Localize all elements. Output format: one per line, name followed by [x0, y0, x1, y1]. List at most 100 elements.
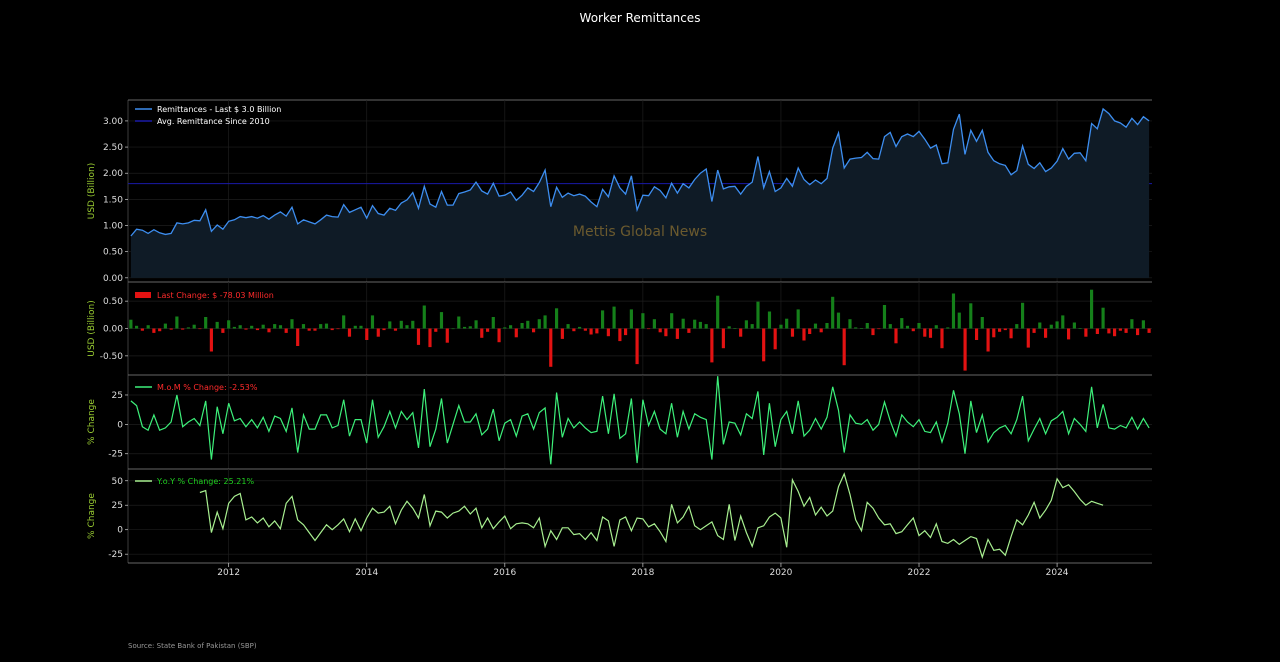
y-tick-label: 25	[112, 391, 123, 401]
change-bar	[923, 328, 927, 337]
change-bar	[612, 306, 616, 329]
change-bar	[468, 326, 472, 329]
change-bar	[353, 325, 357, 329]
x-tick-label: 2020	[769, 568, 792, 578]
change-bar	[739, 328, 743, 337]
change-bar	[940, 328, 944, 349]
change-bar	[250, 325, 254, 329]
legend-label-last-change: Last Change: $ -78.03 Million	[157, 291, 274, 300]
change-bar	[399, 320, 403, 329]
change-bar	[152, 328, 156, 333]
change-bar	[704, 324, 708, 329]
change-bar	[1032, 328, 1036, 333]
change-bar	[934, 325, 938, 329]
change-bar	[1015, 324, 1019, 329]
x-tick-label: 2012	[217, 568, 240, 578]
change-bar	[1130, 319, 1134, 329]
change-bar	[750, 324, 754, 329]
change-bar	[1095, 328, 1099, 334]
change-bar	[382, 328, 386, 331]
change-bar	[900, 318, 904, 329]
y-tick-label: 2.50	[103, 143, 123, 153]
change-bar	[163, 323, 167, 329]
change-bar	[296, 328, 300, 346]
change-bar	[509, 325, 513, 329]
change-bar	[957, 312, 961, 329]
change-bar	[1044, 328, 1048, 338]
change-bar	[261, 324, 265, 329]
y-tick-label: 0	[117, 526, 123, 536]
change-bar	[411, 320, 415, 329]
change-bar	[336, 328, 340, 330]
x-tick-label: 2018	[631, 568, 654, 578]
change-bar	[618, 328, 622, 342]
change-bar	[255, 328, 260, 331]
change-bar	[221, 328, 225, 333]
yoy-line	[199, 472, 1104, 560]
change-bar	[693, 319, 697, 329]
change-bar	[319, 324, 323, 329]
x-tick-label: 2022	[908, 568, 931, 578]
y-axis-label: USD (Billion)	[87, 300, 97, 357]
change-bar	[1084, 328, 1088, 337]
change-bar	[1021, 302, 1025, 329]
change-bar	[624, 328, 628, 336]
change-bar	[721, 328, 725, 349]
change-bar	[819, 328, 823, 333]
change-bar	[324, 323, 329, 329]
change-bar	[1113, 328, 1117, 337]
y-tick-label: -0.50	[100, 352, 124, 362]
change-bar	[267, 328, 271, 333]
change-bar	[681, 318, 685, 329]
change-bar	[520, 323, 524, 329]
change-bar	[486, 328, 490, 332]
change-bar	[1072, 322, 1076, 329]
y-tick-label: 0	[117, 420, 123, 430]
change-bar	[785, 318, 789, 329]
change-bar	[393, 328, 398, 331]
change-bar	[491, 317, 495, 329]
change-bar	[905, 325, 910, 329]
change-bar	[658, 328, 662, 333]
change-bar	[687, 328, 691, 333]
change-bar	[497, 328, 501, 343]
change-bar	[767, 311, 772, 329]
change-bar	[572, 328, 576, 332]
change-bar	[555, 308, 559, 329]
change-bar	[589, 328, 593, 335]
change-bar	[146, 325, 150, 329]
change-bar	[301, 324, 306, 329]
change-bar	[181, 328, 185, 330]
change-bar	[652, 319, 656, 329]
y-tick-label: 50	[112, 477, 124, 487]
change-bar	[566, 324, 570, 329]
change-bar	[773, 328, 777, 350]
change-bar	[831, 296, 835, 329]
x-tick-label: 2024	[1046, 568, 1069, 578]
change-bar	[140, 328, 144, 331]
change-bar	[969, 303, 973, 329]
change-bar	[698, 321, 702, 329]
change-bar	[865, 323, 869, 329]
change-bar	[1147, 328, 1151, 333]
change-bar	[946, 327, 950, 329]
change-bar	[434, 328, 438, 332]
change-bar	[428, 328, 432, 348]
legend-label-avg: Avg. Remittance Since 2010	[157, 117, 270, 126]
change-bar	[238, 325, 242, 329]
mom-line	[130, 376, 1150, 465]
change-bar	[733, 328, 737, 329]
change-bar	[422, 305, 426, 329]
change-bar	[992, 328, 996, 338]
change-bar	[514, 328, 518, 338]
y-tick-label: 2.00	[103, 169, 123, 179]
change-bar	[463, 326, 467, 329]
change-bar	[370, 315, 375, 329]
y-tick-label: 3.00	[103, 117, 123, 127]
y-axis-label: % Change	[87, 399, 97, 445]
change-bar	[175, 316, 179, 329]
change-bar	[675, 328, 679, 339]
change-bar	[808, 328, 812, 334]
change-bar	[1061, 315, 1065, 329]
remittance-line	[130, 107, 1150, 237]
